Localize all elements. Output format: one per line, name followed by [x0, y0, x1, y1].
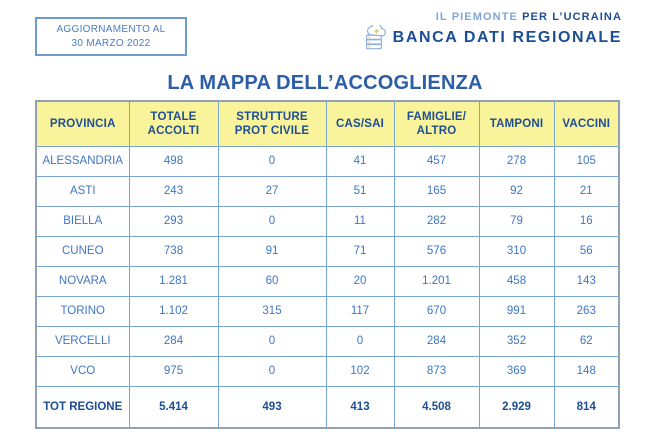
value-cell: 20	[325, 265, 395, 297]
value-cell: 315	[217, 295, 327, 327]
column-header: TAMPONI	[478, 100, 555, 147]
table-row: ASTI 243 27 51 165 92 21	[35, 175, 620, 207]
value-cell: 1.201	[393, 265, 480, 297]
logo-tagline: IL PIEMONTE PER L’UCRAINA	[364, 11, 622, 23]
value-cell: 21	[553, 175, 620, 207]
regional-logo: IL PIEMONTE PER L’UCRAINA	[364, 11, 622, 51]
table-body: ALESSANDRIA 498 0 41 457 278 105 ASTI 243 27 51 165…	[35, 145, 620, 429]
value-cell: 293	[128, 205, 219, 237]
value-cell: 4.508	[393, 385, 480, 429]
value-cell: 493	[217, 385, 327, 429]
value-cell: 576	[393, 235, 480, 267]
value-cell: 60	[217, 265, 327, 297]
value-cell: 11	[325, 205, 395, 237]
table-row: VERCELLI 284 0 0 284 352 62	[35, 325, 620, 357]
value-cell: 2.929	[478, 385, 555, 429]
value-cell: 117	[325, 295, 395, 327]
value-cell: 458	[478, 265, 555, 297]
update-date-line2: 30 MARZO 2022	[71, 37, 151, 49]
value-cell: 413	[325, 385, 395, 429]
value-cell: 498	[128, 145, 219, 177]
value-cell: 0	[217, 205, 327, 237]
province-cell: VCO	[35, 355, 130, 387]
value-cell: 79	[478, 205, 555, 237]
update-date-box: AGGIORNAMENTO AL 30 MARZO 2022	[35, 17, 187, 56]
value-cell: 243	[128, 175, 219, 207]
table-row: TORINO 1.102 315 117 670 991 263	[35, 295, 620, 327]
table-header-row: PROVINCIA TOTALE ACCOLTI STRUTTURE PROT CI…	[35, 100, 620, 147]
value-cell: 670	[393, 295, 480, 327]
value-cell: 457	[393, 145, 480, 177]
value-cell: 369	[478, 355, 555, 387]
value-cell: 352	[478, 325, 555, 357]
value-cell: 0	[217, 355, 327, 387]
table-row: BIELLA 293 0 11 282 79 16	[35, 205, 620, 237]
value-cell: 16	[553, 205, 620, 237]
province-cell: ALESSANDRIA	[35, 145, 130, 177]
value-cell: 41	[325, 145, 395, 177]
value-cell: 102	[325, 355, 395, 387]
column-header: CAS/SAI	[325, 100, 395, 147]
value-cell: 278	[478, 145, 555, 177]
province-cell: ASTI	[35, 175, 130, 207]
value-cell: 0	[325, 325, 395, 357]
column-header: FAMIGLIE/ ALTRO	[393, 100, 480, 147]
value-cell: 310	[478, 235, 555, 267]
value-cell: 1.281	[128, 265, 219, 297]
value-cell: 105	[553, 145, 620, 177]
value-cell: 62	[553, 325, 620, 357]
page-title: LA MAPPA DELL’ACCOGLIENZA	[167, 72, 483, 94]
table-header: PROVINCIA TOTALE ACCOLTI STRUTTURE PROT CI…	[35, 100, 620, 147]
table-row: TOT REGIONE 5.414 493 413 4.508 2.929 814	[35, 385, 620, 429]
value-cell: 56	[553, 235, 620, 267]
column-header: STRUTTURE PROT CIVILE	[217, 100, 327, 147]
value-cell: 282	[393, 205, 480, 237]
value-cell: 71	[325, 235, 395, 267]
logo-main: BANCA DATI REGIONALE	[364, 25, 622, 51]
value-cell: 263	[553, 295, 620, 327]
province-cell: NOVARA	[35, 265, 130, 297]
value-cell: 0	[217, 145, 327, 177]
value-cell: 284	[393, 325, 480, 357]
logo-tagline-light: IL PIEMONTE	[435, 11, 518, 23]
value-cell: 148	[553, 355, 620, 387]
province-cell: VERCELLI	[35, 325, 130, 357]
value-cell: 975	[128, 355, 219, 387]
reception-data-table: PROVINCIA TOTALE ACCOLTI STRUTTURE PROT CI…	[35, 100, 620, 429]
value-cell: 0	[217, 325, 327, 357]
value-cell: 91	[217, 235, 327, 267]
cloud-database-icon	[365, 25, 386, 50]
table-row: NOVARA 1.281 60 20 1.201 458 143	[35, 265, 620, 297]
value-cell: 1.102	[128, 295, 219, 327]
value-cell: 5.414	[128, 385, 219, 429]
province-cell: CUNEO	[35, 235, 130, 267]
column-header: PROVINCIA	[35, 100, 130, 147]
value-cell: 27	[217, 175, 327, 207]
table-row: VCO 975 0 102 873 369 148	[35, 355, 620, 387]
value-cell: 991	[478, 295, 555, 327]
table-row: ALESSANDRIA 498 0 41 457 278 105	[35, 145, 620, 177]
logo-tagline-bold: PER L’UCRAINA	[522, 11, 622, 23]
column-header: VACCINI	[553, 100, 620, 147]
value-cell: 814	[553, 385, 620, 429]
value-cell: 92	[478, 175, 555, 207]
province-cell: TOT REGIONE	[35, 385, 130, 429]
value-cell: 143	[553, 265, 620, 297]
province-cell: TORINO	[35, 295, 130, 327]
value-cell: 165	[393, 175, 480, 207]
column-header: TOTALE ACCOLTI	[128, 100, 219, 147]
value-cell: 738	[128, 235, 219, 267]
value-cell: 873	[393, 355, 480, 387]
province-cell: BIELLA	[35, 205, 130, 237]
update-date-line1: AGGIORNAMENTO AL	[56, 23, 166, 35]
value-cell: 51	[325, 175, 395, 207]
value-cell: 284	[128, 325, 219, 357]
logo-title: BANCA DATI REGIONALE	[392, 29, 622, 46]
table-row: CUNEO 738 91 71 576 310 56	[35, 235, 620, 267]
